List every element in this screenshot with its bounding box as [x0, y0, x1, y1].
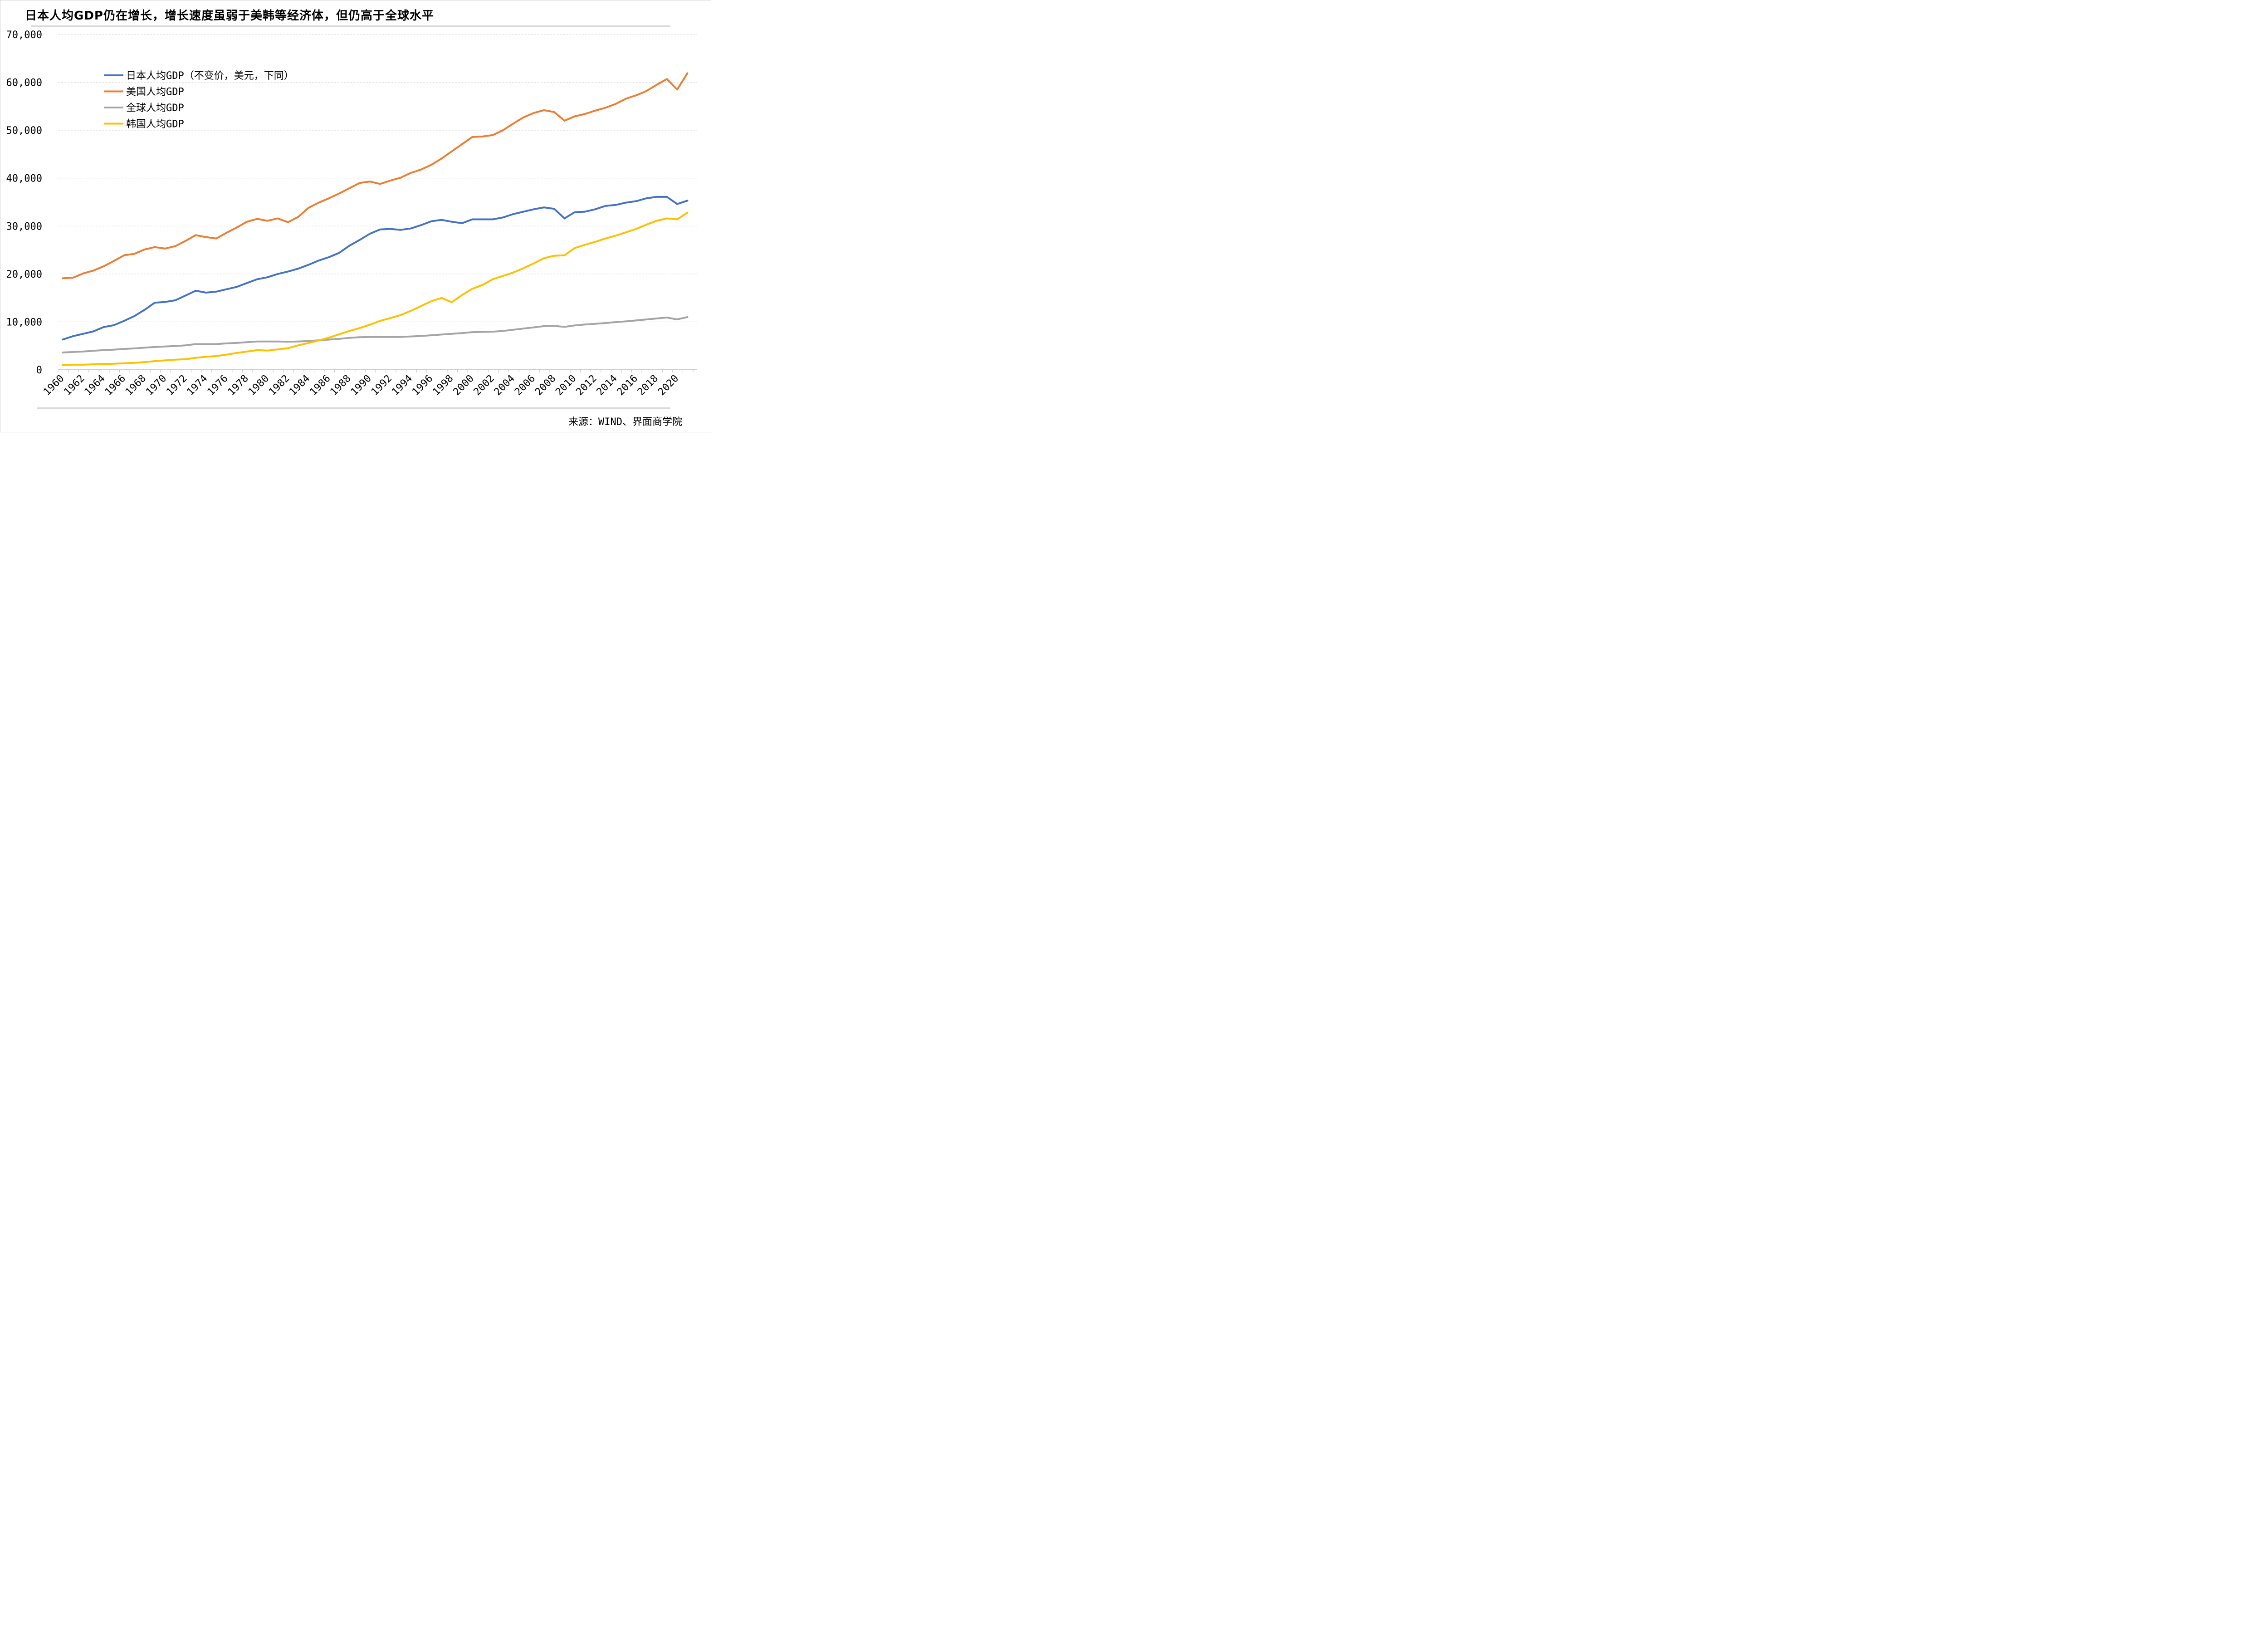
line-chart: 0 10,000 20,000 30,000 40,000 50,000 60,000 70,…	[6, 25, 697, 409]
x-tick-label: 1984	[287, 373, 312, 398]
x-tick-label: 1964	[83, 373, 108, 398]
x-tick-label: 1976	[205, 373, 230, 398]
legend-label-0: 日本人均GDP（不变价，美元，下同）	[126, 70, 294, 82]
x-tick-label: 2012	[574, 373, 599, 398]
chart-frame	[0, 0, 711, 432]
series-line-0	[62, 196, 689, 341]
legend-label-2: 全球人均GDP	[126, 103, 184, 114]
x-tick-label: 2006	[513, 373, 538, 398]
x-tick-label: 2018	[635, 373, 660, 398]
x-tick-label: 1980	[246, 373, 271, 398]
y-tick-label: 60,000	[6, 78, 42, 89]
x-axis: 1960196219641966196819701972197419761978…	[41, 369, 697, 398]
x-tick-label: 1966	[103, 373, 128, 398]
x-tick-label: 1986	[308, 373, 332, 398]
x-tick-label: 1982	[267, 373, 292, 398]
x-tick-label: 2004	[492, 373, 517, 398]
x-tick-label: 1988	[328, 373, 353, 398]
x-tick-label: 1970	[144, 373, 169, 398]
x-tick-label: 2010	[553, 373, 578, 398]
x-tick-label: 2000	[451, 373, 476, 398]
legend: 日本人均GDP（不变价，美元，下同） 美国人均GDP 全球人均GDP 韩国人均GDP	[104, 70, 294, 130]
x-tick-label: 1992	[369, 373, 394, 398]
legend-label-1: 美国人均GDP	[126, 87, 184, 98]
y-tick-label: 10,000	[6, 317, 42, 328]
x-tick-label: 1962	[62, 373, 87, 398]
x-tick-label: 2014	[595, 373, 620, 398]
x-tick-label: 1996	[410, 373, 435, 398]
x-tick-label: 1974	[185, 373, 210, 398]
series-lines	[62, 72, 689, 366]
x-tick-label: 1994	[390, 373, 415, 398]
chart-title: 日本人均GDP仍在增长，增长速度虽弱于美韩等经济体，但仍高于全球水平	[25, 9, 434, 23]
y-tick-label: 40,000	[6, 173, 42, 185]
legend-label-3: 韩国人均GDP	[126, 119, 184, 130]
y-tick-label: 30,000	[6, 221, 42, 232]
series-line-2	[62, 316, 689, 353]
y-tick-label: 50,000	[6, 125, 42, 137]
y-tick-label: 20,000	[6, 269, 42, 280]
x-tick-label: 2020	[656, 373, 681, 398]
y-tick-label: 0	[36, 365, 42, 376]
x-tick-label: 1960	[41, 373, 66, 398]
y-axis-ticks: 0 10,000 20,000 30,000 40,000 50,000 60,000 70,…	[6, 29, 42, 376]
x-tick-label: 1968	[123, 373, 148, 398]
x-tick-label: 2002	[472, 373, 497, 398]
series-line-1	[62, 72, 689, 279]
x-tick-label: 1990	[349, 373, 374, 398]
x-tick-label: 1998	[430, 373, 455, 398]
x-tick-label: 2016	[615, 373, 640, 398]
source-note: 来源：WIND、界面商学院	[568, 416, 682, 428]
x-tick-label: 1978	[226, 373, 251, 398]
series-line-3	[62, 211, 689, 366]
y-tick-label: 70,000	[6, 29, 42, 41]
x-tick-label: 1972	[164, 373, 189, 398]
x-tick-label: 2008	[533, 373, 558, 398]
